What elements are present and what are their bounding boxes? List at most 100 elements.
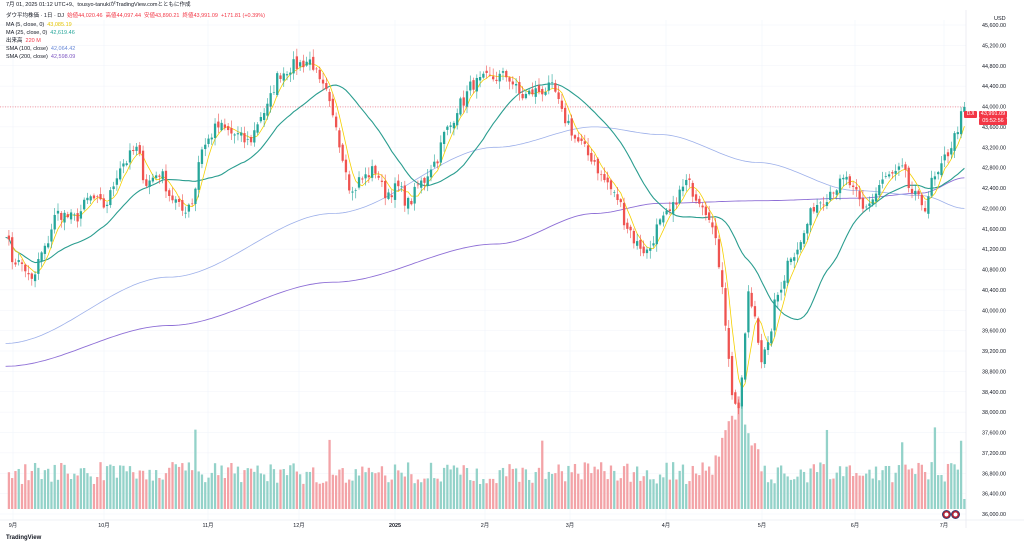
candle-body [766, 342, 770, 351]
volume-bar [861, 475, 865, 509]
candle-body [318, 69, 321, 80]
candle-body [393, 183, 397, 200]
symbol-name[interactable]: ダウ平均株価 · 1日 · DJ [6, 13, 65, 19]
tradingview-logo[interactable]: TradingView [6, 535, 41, 541]
volume-bar [675, 479, 678, 509]
volume-bar [943, 481, 946, 509]
volume-bar [390, 479, 393, 509]
candle-body [426, 176, 429, 186]
time-axis[interactable]: 9月 10月 11月 12月 2025 2月 3月 4月 5月 6月 7月 [0, 519, 1024, 529]
volume-bar [917, 462, 920, 509]
candle-body [868, 203, 871, 206]
chart-info-line: 7月 01, 2025 01:12 UTC+9、tousyo-tanukiがTr… [6, 2, 191, 8]
volume-bar [750, 445, 753, 509]
candle-body [603, 174, 606, 181]
candle-body [802, 233, 806, 244]
volume-bar [891, 482, 894, 509]
volume-bar [835, 472, 838, 509]
volume-bar [141, 470, 145, 509]
candle-body [442, 131, 446, 145]
indicator-label: 出来高 [6, 38, 23, 44]
volume-bar [99, 462, 102, 509]
volume-bar [681, 464, 685, 509]
candle-body [462, 97, 465, 106]
candle-body [92, 195, 96, 199]
volume-bar [698, 475, 701, 509]
indicator-sma100[interactable]: SMA (100, close) 42,064.42 [6, 46, 78, 53]
candle-body [406, 197, 410, 209]
candle-body [492, 76, 495, 80]
volume-bar [685, 483, 688, 509]
volume-bar [138, 470, 141, 509]
candle-body [662, 215, 665, 223]
candle-body [658, 219, 662, 225]
volume-bar [357, 475, 361, 509]
volume-bar [259, 473, 263, 509]
volume-bar [122, 465, 125, 509]
volume-bar [806, 482, 809, 509]
us-flag-icon[interactable] [942, 510, 951, 519]
candle-body [724, 288, 727, 326]
volume-bar [554, 473, 557, 509]
volume-bar [701, 462, 704, 509]
ma-5-path [11, 63, 965, 390]
volume-bar [865, 473, 868, 509]
volume-bar [384, 475, 387, 509]
candle-body [161, 171, 164, 180]
indicator-label: SMA (200, close) [6, 54, 48, 60]
volume-bar [210, 472, 213, 509]
volume-bar [505, 476, 508, 509]
volume-bar [933, 427, 937, 509]
volume-bar [433, 478, 436, 509]
candle-body [485, 70, 488, 73]
volume-bar [243, 470, 246, 509]
candle-body [210, 137, 213, 140]
candle-body [835, 190, 838, 195]
volume-bar [158, 477, 161, 509]
volume-bar [14, 471, 17, 509]
volume-bar [629, 481, 632, 509]
volume-bar [298, 474, 302, 509]
price-axis[interactable]: 45,600.00 45,200.00 44,800.00 44,400.00 44,0… [965, 10, 1006, 528]
indicator-ma25[interactable]: MA (25, close, 0) 42,619.46 [6, 30, 78, 37]
volume-bar [79, 468, 83, 509]
candle-body [43, 245, 47, 254]
volume-bar [318, 483, 321, 509]
indicator-ma5[interactable]: MA (5, close, 0) 43,085.19 [6, 22, 75, 29]
candle-body [220, 122, 223, 131]
price-tick-label: 38,800.00 [982, 369, 1006, 375]
candle-body [348, 174, 351, 191]
volume-bar [213, 463, 217, 509]
candle-body [469, 81, 472, 91]
candle-body [829, 191, 832, 201]
volume-bar [276, 482, 279, 509]
candle-body [279, 75, 282, 79]
indicator-sma200[interactable]: SMA (200, close) 42,598.09 [6, 54, 78, 61]
candle-body [544, 92, 547, 95]
indicator-value: 43,085.19 [47, 22, 72, 28]
indicator-volume[interactable]: 出来高 220 M [6, 38, 44, 45]
volume-bar [799, 469, 802, 509]
currency-label[interactable]: USD [994, 16, 1006, 22]
candle-body [959, 111, 963, 135]
volume-bar [518, 481, 521, 509]
volume-bar [779, 465, 783, 509]
volume-bar [151, 480, 155, 509]
us-flag-icon[interactable] [951, 510, 960, 519]
candle-body [878, 185, 881, 196]
candle-body [315, 68, 318, 70]
volume-bar [406, 462, 410, 509]
volume-bar [109, 464, 112, 509]
candle-body [266, 103, 269, 116]
volume-bar [177, 466, 181, 509]
volume-bar [858, 475, 861, 509]
candle-body [344, 159, 348, 173]
ma-5-line [11, 63, 965, 390]
candle-body [812, 207, 815, 212]
candle-body [253, 130, 256, 143]
volume-bar [904, 464, 907, 509]
candle-body [390, 195, 393, 198]
volume-bar [802, 471, 806, 509]
candle-body [109, 190, 112, 206]
